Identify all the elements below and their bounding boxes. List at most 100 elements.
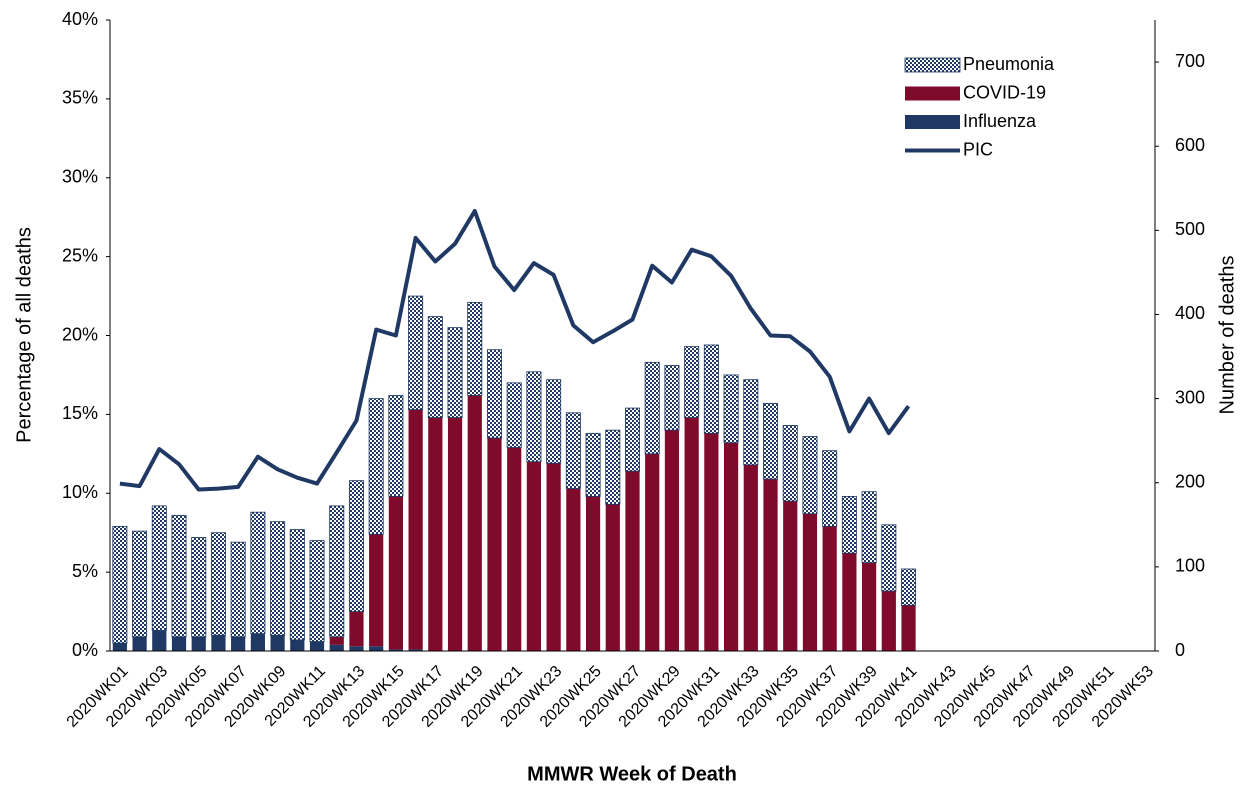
bar-segment [901, 568, 917, 606]
bar-segment [250, 511, 266, 635]
bar-segment [664, 430, 680, 651]
y2-tick-label: 0 [1175, 640, 1185, 660]
bar-segment [388, 395, 404, 497]
bar-segment [349, 646, 364, 651]
bar-segment [703, 344, 719, 434]
bar-segment [605, 504, 620, 651]
legend-label: COVID-19 [963, 82, 1046, 102]
y-tick-label: 30% [62, 167, 98, 187]
bar-segment [664, 365, 680, 431]
y-tick-label: 0% [72, 640, 98, 660]
bar-segment [743, 379, 759, 466]
y2-tick-label: 600 [1175, 135, 1205, 155]
bar-segment [862, 562, 877, 651]
bar-segment [723, 442, 739, 651]
bar-segment [645, 453, 660, 651]
bar-segment [723, 374, 739, 444]
bar-segment [782, 425, 798, 502]
bar-segment [743, 464, 758, 651]
bar-segment [585, 496, 601, 651]
bar-segment [270, 635, 285, 651]
bar-segment [487, 438, 502, 651]
y-tick-label: 10% [62, 482, 98, 502]
bar-segment [231, 636, 246, 651]
bar-segment [822, 450, 838, 527]
bar-segment [684, 346, 700, 418]
bar-segment [842, 553, 857, 651]
bar-segment [369, 646, 384, 651]
bar-segment [152, 630, 167, 651]
bar-segment [486, 349, 502, 439]
bar-segment [565, 412, 581, 489]
bar-segment [566, 488, 581, 651]
bar-segment [289, 529, 305, 641]
bar-segment [230, 541, 246, 638]
bar-segment [625, 407, 640, 472]
bar-segment [783, 501, 798, 651]
bar-segment [644, 361, 660, 455]
bar-segment [270, 521, 286, 636]
legend-swatch [905, 86, 960, 101]
bar-segment [191, 636, 206, 651]
y-axis-title: Percentage of all deaths [13, 227, 35, 443]
bar-segment [151, 505, 167, 631]
legend-label: Pneumonia [963, 54, 1055, 74]
bar-segment [112, 525, 128, 644]
bar-segment [763, 402, 779, 480]
bar-segment [507, 447, 522, 651]
y2-tick-label: 700 [1175, 51, 1205, 71]
bar-segment [467, 395, 482, 651]
y-tick-label: 20% [62, 324, 98, 344]
bar-segment [526, 371, 542, 463]
bar-segment [763, 479, 778, 651]
y2-tick-label: 400 [1175, 303, 1205, 323]
bar-segment [211, 635, 226, 651]
bar-segment [526, 461, 542, 651]
bar-segment [388, 496, 403, 650]
y2-tick-label: 200 [1175, 471, 1205, 491]
bar-segment [881, 591, 896, 651]
bar-segment [625, 471, 640, 651]
bar-segment [171, 514, 187, 638]
bar-segment [349, 611, 364, 647]
bar-segment [861, 491, 877, 564]
bar-segment [408, 409, 423, 650]
bar-segment [427, 316, 443, 418]
bar-segment [369, 534, 384, 647]
legend-label: PIC [963, 139, 993, 159]
bar-segment [605, 429, 621, 505]
bar-segment [132, 636, 147, 651]
bar-segment [309, 540, 325, 642]
bar-segment [112, 643, 127, 651]
bar-segment [290, 639, 305, 651]
y-tick-label: 40% [62, 9, 98, 29]
y2-tick-label: 500 [1175, 219, 1205, 239]
bar-segment [408, 649, 423, 651]
bar-segment [408, 295, 424, 411]
bar-segment [428, 417, 443, 651]
y2-axis-title: Number of deaths [1216, 256, 1238, 415]
bar-segment [546, 379, 562, 464]
y-tick-label: 25% [62, 245, 98, 265]
bar-segment [210, 532, 226, 636]
legend-swatch [905, 115, 960, 129]
bar-segment [368, 398, 384, 535]
bar-segment [348, 480, 364, 612]
bar-segment [250, 633, 265, 651]
bar-segment [388, 649, 403, 651]
y2-tick-label: 100 [1175, 556, 1205, 576]
y2-tick-label: 300 [1175, 387, 1205, 407]
bar-segment [309, 641, 325, 651]
bar-segment [171, 636, 187, 651]
bar-segment [585, 432, 601, 497]
y-tick-label: 35% [62, 88, 98, 108]
bar-segment [447, 327, 463, 418]
bar-segment [881, 524, 897, 592]
bar-segment [467, 301, 483, 396]
bar-segment [901, 605, 916, 651]
bar-segment [546, 463, 561, 651]
bar-segment [447, 417, 463, 651]
legend-swatch [904, 57, 961, 73]
x-axis-title: MMWR Week of Death [527, 763, 737, 785]
